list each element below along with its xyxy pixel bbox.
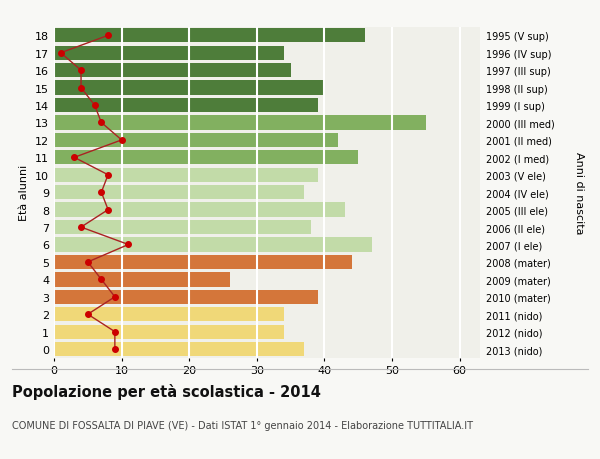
Bar: [54, 273, 230, 287]
Bar: [54, 168, 318, 183]
Bar: [54, 116, 426, 130]
Bar: [54, 185, 304, 200]
Bar: [54, 81, 325, 95]
Bar: [54, 99, 318, 113]
Bar: [54, 255, 352, 269]
Bar: [54, 325, 284, 339]
Bar: [54, 238, 372, 252]
Bar: [54, 134, 338, 148]
Bar: [54, 220, 311, 235]
Bar: [54, 151, 358, 165]
Bar: [54, 308, 284, 322]
Bar: [54, 203, 345, 217]
Bar: [54, 290, 318, 304]
Y-axis label: Età alunni: Età alunni: [19, 165, 29, 221]
Bar: [54, 29, 365, 43]
Text: COMUNE DI FOSSALTA DI PIAVE (VE) - Dati ISTAT 1° gennaio 2014 - Elaborazione TUT: COMUNE DI FOSSALTA DI PIAVE (VE) - Dati …: [12, 420, 473, 430]
Bar: [54, 64, 290, 78]
Text: Popolazione per età scolastica - 2014: Popolazione per età scolastica - 2014: [12, 383, 321, 399]
Bar: [54, 342, 304, 357]
Bar: [54, 46, 284, 61]
Y-axis label: Anni di nascita: Anni di nascita: [574, 151, 584, 234]
